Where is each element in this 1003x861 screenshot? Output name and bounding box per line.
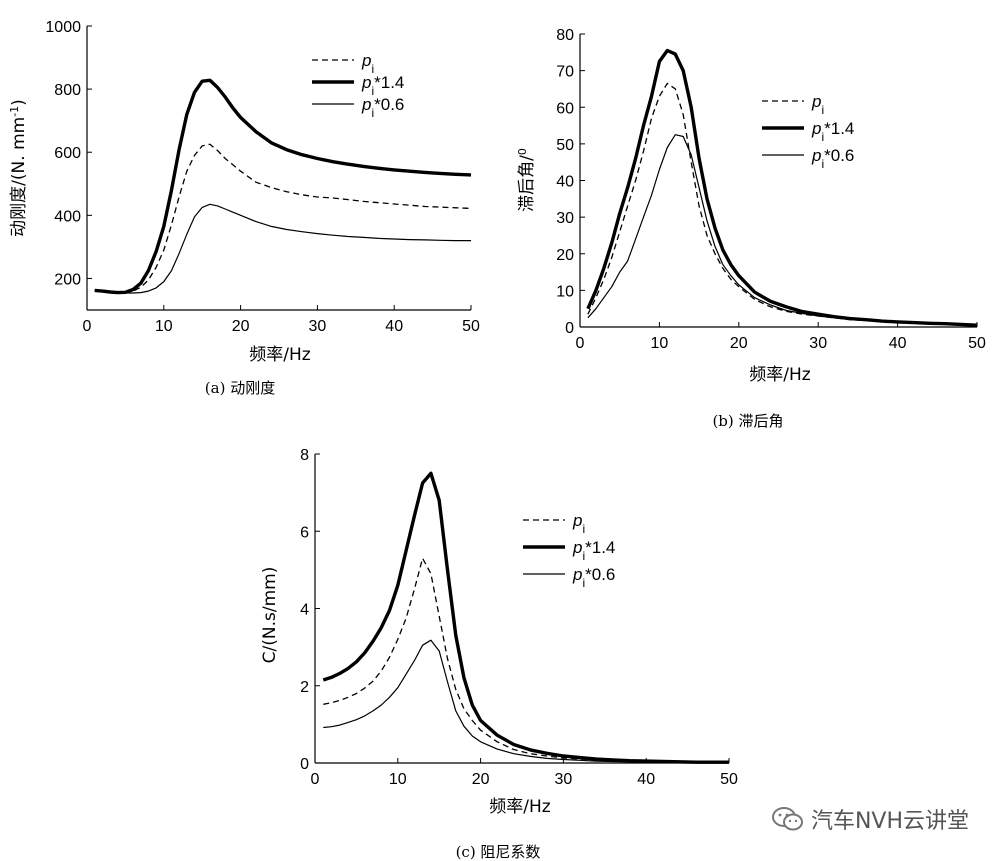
series-line-thin xyxy=(323,639,729,763)
y-tick-label: 200 xyxy=(54,271,81,288)
y-axis-label: 动刚度/(N. mm-1) xyxy=(8,99,30,237)
x-axis-label: 频率/Hz xyxy=(249,345,311,365)
x-tick-label: 20 xyxy=(730,335,748,352)
watermark-text: 汽车NVH云讲堂 xyxy=(810,809,969,834)
series-line-thick xyxy=(586,48,978,327)
legend-entry: pi xyxy=(572,511,585,536)
x-tick-label: 0 xyxy=(83,318,92,335)
x-tick-label: 50 xyxy=(720,771,738,788)
x-tick-label: 40 xyxy=(637,771,655,788)
series-line-thin xyxy=(94,203,471,294)
y-tick-label: 0 xyxy=(565,320,574,337)
x-axis-label: 频率/Hz xyxy=(489,797,551,817)
chart-damping-coefficient: 0 10 20 30 40 50 0 2 4 6 8 频率/Hz C/(N.s/mm) (c) 阻尼系数 p… xyxy=(260,447,738,861)
y-tick-label: 60 xyxy=(556,100,574,117)
chart-caption: (a) 动刚度 xyxy=(205,379,275,397)
series-line-thin xyxy=(587,134,978,327)
series-line-dashed xyxy=(323,557,729,763)
watermark: 汽车NVH云讲堂 xyxy=(771,803,969,835)
x-tick-label: 30 xyxy=(555,771,573,788)
x-tick-label: 0 xyxy=(311,771,320,788)
x-axis-label: 频率/Hz xyxy=(749,365,811,385)
y-tick-label: 10 xyxy=(556,283,574,300)
chart-dynamic-stiffness: 0 10 20 30 40 50 200 400 600 800 1000 频率/Hz 动刚度/(N. … xyxy=(8,19,481,397)
chart-caption: (b) 滞后角 xyxy=(712,412,783,430)
y-tick-label: 2 xyxy=(300,679,309,696)
series-line-thick xyxy=(322,471,729,764)
y-tick-label: 50 xyxy=(556,137,574,154)
series-line-thick xyxy=(94,78,472,295)
x-tick-label: 50 xyxy=(462,318,480,335)
x-tick-label: 10 xyxy=(651,335,669,352)
x-tick-label: 10 xyxy=(155,318,173,335)
legend-entry: pi*1.4 xyxy=(361,73,404,98)
y-tick-label: 8 xyxy=(300,447,309,464)
legend-entry: pi*0.6 xyxy=(361,95,404,120)
y-tick-label: 800 xyxy=(54,82,81,99)
y-tick-label: 70 xyxy=(556,64,574,81)
y-tick-label: 1000 xyxy=(45,19,81,36)
y-tick-label: 80 xyxy=(556,27,574,44)
legend-entry: pi xyxy=(811,92,824,117)
x-tick-label: 10 xyxy=(389,771,407,788)
y-tick-label: 4 xyxy=(300,602,309,619)
y-tick-label: 20 xyxy=(556,247,574,264)
legend-entry: pi*0.6 xyxy=(811,146,854,171)
y-tick-label: 6 xyxy=(300,524,309,541)
x-tick-label: 30 xyxy=(309,318,327,335)
wechat-icon xyxy=(771,807,803,831)
x-tick-label: 40 xyxy=(889,335,907,352)
y-tick-label: 600 xyxy=(54,145,81,162)
legend-entry: pi*1.4 xyxy=(572,538,615,563)
x-tick-label: 30 xyxy=(809,335,827,352)
y-tick-label: 40 xyxy=(556,174,574,191)
x-tick-label: 0 xyxy=(576,335,585,352)
y-tick-label: 30 xyxy=(556,210,574,227)
legend-entry: pi*0.6 xyxy=(572,565,615,590)
series-line-dashed xyxy=(94,143,472,294)
x-tick-label: 20 xyxy=(232,318,250,335)
chart-lag-angle: 0 10 20 30 40 50 0 10 20 30 40 50 60 70 80 频率/Hz 滞后角/0 (b… xyxy=(516,27,987,430)
y-axis-label: C/(N.s/mm) xyxy=(260,567,280,664)
chart-caption: (c) 阻尼系数 xyxy=(456,843,541,861)
x-tick-label: 50 xyxy=(968,335,986,352)
x-tick-label: 20 xyxy=(472,771,490,788)
y-axis-label: 滞后角/0 xyxy=(516,148,538,212)
y-tick-label: 400 xyxy=(54,208,81,225)
x-tick-label: 40 xyxy=(385,318,403,335)
y-tick-label: 0 xyxy=(300,756,309,773)
legend-entry: pi*1.4 xyxy=(811,119,854,144)
legend-entry: pi xyxy=(361,51,374,76)
